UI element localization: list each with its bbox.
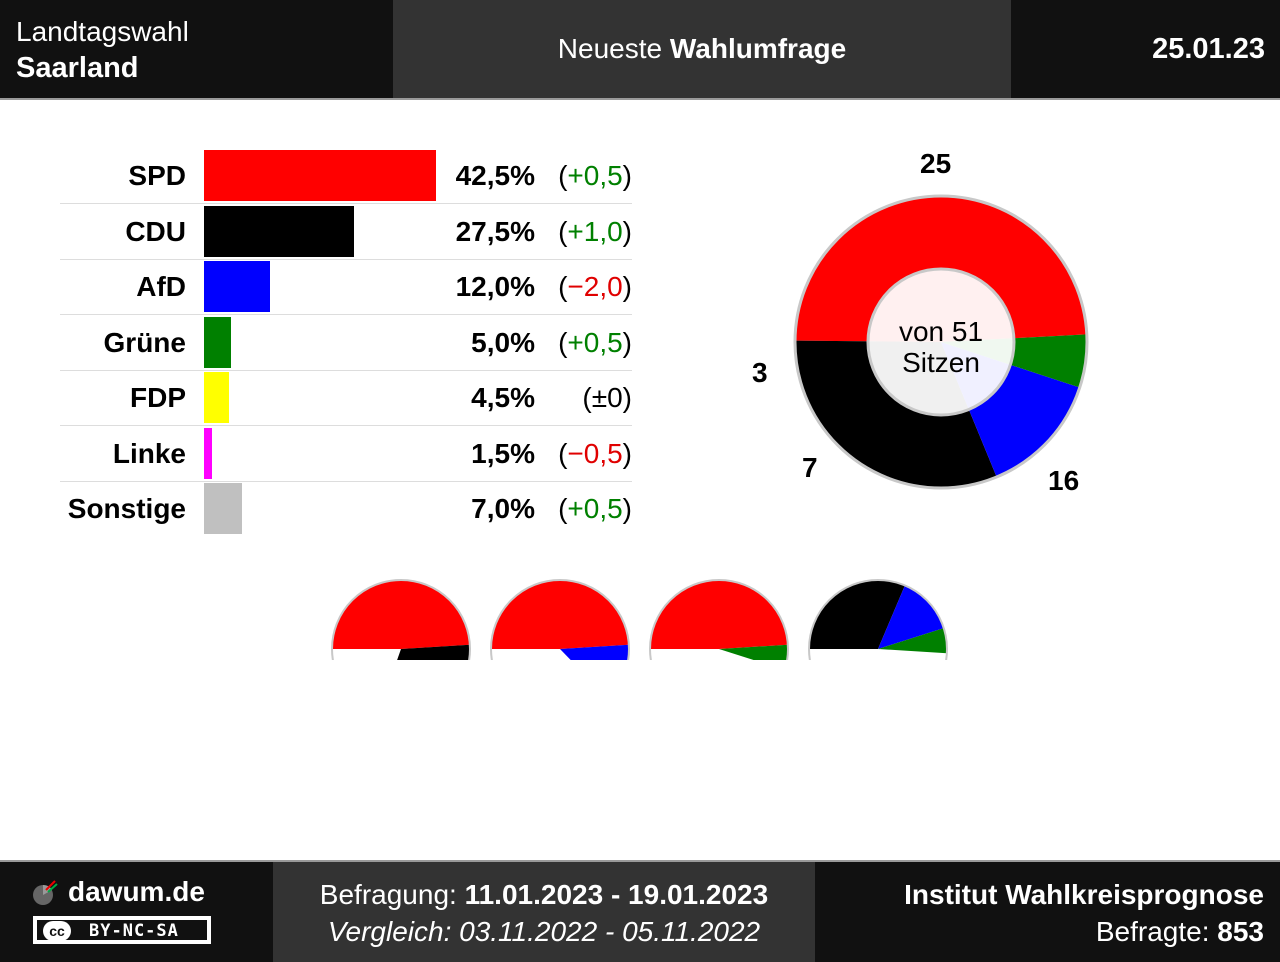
survey-period: 11.01.2023 - 19.01.2023 [464,879,769,910]
seat-count-label: 3 [752,357,768,388]
bar [204,427,213,479]
change-label: (+0,5) [558,160,632,191]
header-left: Landtagswahl Saarland [0,0,392,98]
coalition-slice-spd [332,580,470,649]
change-label: (+1,0) [558,215,632,247]
change-label: (−2,0) [558,271,632,302]
seat-donut-chart [331,194,1089,660]
title-bold: Wahlumfrage [669,33,847,64]
seat-count-label: 7 [802,452,818,483]
bar [204,316,232,368]
survey-label: Befragung: [319,879,457,910]
bar [204,150,436,201]
value-label: 1,5% [471,437,535,469]
coalition-pie-outline [331,579,471,660]
bar-row: FDP 4,5% (±0) [60,370,632,426]
donut-outline [793,194,1089,490]
donut-center-line1: von 51 [898,316,984,347]
bar-row: Grüne 5,0% (+0,5) [60,315,632,371]
change-label: (−0,5) [558,437,632,469]
respondents-label: Befragte: [1095,916,1210,947]
party-label: FDP [130,382,186,413]
title-prefix: Neueste [557,33,663,64]
coalition-slice-spd [491,579,629,649]
donut-center-line2: Sitzen [902,347,980,378]
institute-name: Institut Wahlkreisprognose [904,879,1264,910]
party-label: SPD [128,160,186,191]
coalition-pie-outline [490,579,630,660]
footer-bar: dawum.de cc BY-NC-SA Befragung: 11.01.20… [0,860,1280,962]
coalition-pie [490,579,630,660]
coalition-pie [331,579,471,660]
change-label: (+0,5) [558,493,632,524]
footer-survey-info: Befragung: 11.01.2023 - 19.01.2023 Vergl… [273,862,815,962]
coalition-pie-outline [808,579,948,660]
coalition-slice-cdu [397,644,470,660]
party-label: AfD [136,271,186,302]
dawum-logo-icon [33,880,58,905]
coalition-slice-spd [650,580,788,649]
coalition-slice-afd [560,644,629,660]
coalition-pie-outline [649,579,789,660]
bar-row: CDU 27,5% (+1,0) [60,204,632,260]
value-label: 42,5% [455,160,535,191]
seat-count-label: 16 [1048,465,1080,496]
header-title: Neueste Wahlumfrage [393,0,1011,98]
value-label: 12,0% [455,271,535,302]
cc-icon: cc [43,921,71,941]
bar [204,372,229,423]
site-name: dawum.de [68,876,205,907]
party-label: Grüne [103,326,186,358]
value-label: 5,0% [471,326,535,358]
bar [204,483,243,534]
coalition-pie [808,579,948,660]
header-bar: Landtagswahl Saarland Neueste Wahlumfrag… [0,0,1280,100]
bar-row: Linke 1,5% (−0,5) [60,426,632,482]
license-badge[interactable]: cc BY-NC-SA [33,916,211,944]
respondents-count: 853 [1217,916,1264,947]
value-label: 4,5% [471,382,535,413]
bar [204,205,355,257]
header-right: 25.01.23 [1012,0,1280,98]
coalition-slice-grüne [878,628,947,654]
state-name: Saarland [16,52,139,84]
donut-hole [866,267,1016,417]
respondents-line: Befragte: 853 [1096,916,1264,948]
party-label: Linke [112,437,186,469]
survey-period-line: Befragung: 11.01.2023 - 19.01.2023 [273,879,815,911]
change-label: (±0) [582,382,632,413]
donut-center-label: von 51 Sitzen [866,316,1016,378]
party-label: CDU [125,215,186,247]
coalition-pie [649,579,789,660]
bar [204,261,270,312]
election-type: Landtagswahl [16,16,189,47]
coalition-slice-grüne [719,644,788,660]
bar-row: SPD 42,5% (+0,5) [60,148,632,204]
bar-row: AfD 12,0% (−2,0) [60,259,632,315]
page-title: Neueste Wahlumfrage [393,33,1011,65]
value-label: 7,0% [471,493,535,524]
compare-period: Vergleich: 03.11.2022 - 05.11.2022 [327,916,761,947]
party-label: Sonstige [67,493,186,524]
seat-count-label: 25 [920,148,952,179]
change-label: (+0,5) [558,326,632,358]
value-label: 27,5% [455,215,535,247]
poll-date: 25.01.23 [1152,33,1265,65]
license-text: BY-NC-SA [89,921,179,941]
bar-row: Sonstige 7,0% (+0,5) [60,481,632,536]
